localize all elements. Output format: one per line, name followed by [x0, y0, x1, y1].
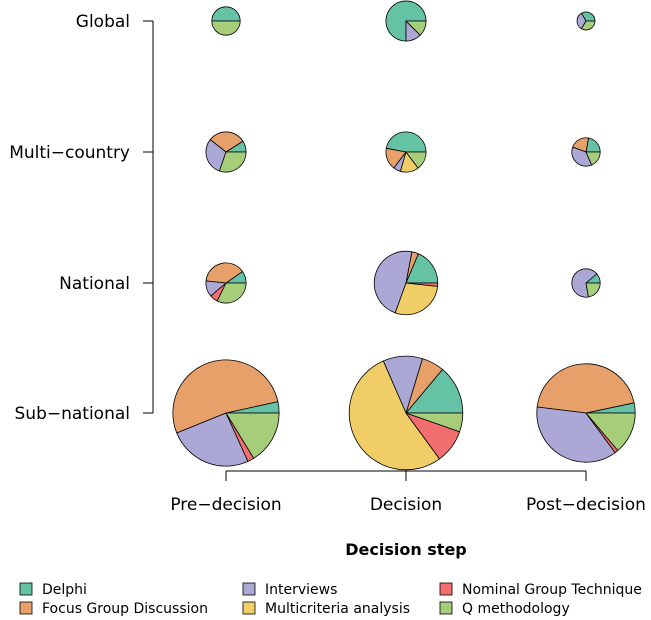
- pie-slice-multicriteria-analysis: [348, 360, 440, 471]
- pie-slice-focus-group-discussion: [536, 363, 635, 414]
- legend-item-nominal-group-technique: Nominal Group Technique: [439, 582, 642, 598]
- pie-slice-nominal-group-technique: [405, 282, 439, 287]
- pie-slice-delphi: [385, 0, 427, 42]
- x-axis-ticks: Pre−decision Decision Post−decision: [170, 471, 646, 515]
- pie-decision-global: [385, 0, 427, 42]
- pie-slice-q-methodology: [219, 151, 247, 173]
- legend-item-focus-group-discussion: Focus Group Discussion: [19, 601, 208, 617]
- legend-swatch-interviews: [242, 582, 256, 596]
- pie-decision-sub-national: [348, 355, 464, 471]
- pie-slice-focus-group-discussion: [205, 262, 243, 284]
- y-tick-label-multi-country: Multi−country: [9, 143, 130, 163]
- pie-pre-decision-sub-national: [172, 359, 280, 467]
- legend-swatch-focus-group-discussion: [19, 601, 33, 615]
- pie-slice-q-methodology: [585, 412, 636, 451]
- pie-slice-q-methodology: [585, 282, 601, 298]
- pie-slice-interviews: [536, 406, 616, 463]
- pie-post-decision-national: [571, 268, 601, 298]
- pie-slice-q-methodology: [225, 412, 280, 459]
- pie-marks: [172, 0, 636, 471]
- pie-slice-delphi: [211, 6, 241, 22]
- pie-slice-q-methodology: [581, 20, 596, 31]
- legend-label-nominal-group-technique: Nominal Group Technique: [462, 582, 642, 598]
- legend-item-q-methodology: Q methodology: [439, 601, 570, 617]
- pie-slice-q-methodology: [405, 20, 427, 36]
- legend-item-interviews: Interviews: [242, 582, 337, 598]
- pie-decision-multi-country: [385, 131, 427, 173]
- legend-label-focus-group-discussion: Focus Group Discussion: [42, 601, 208, 617]
- pie-slice-q-methodology: [405, 151, 427, 169]
- x-axis-title: Decision step: [345, 540, 467, 559]
- legend-label-multicriteria-analysis: Multicriteria analysis: [265, 601, 410, 617]
- pie-post-decision-global: [576, 11, 596, 31]
- pie-slice-interviews: [571, 268, 598, 298]
- legend-swatch-delphi: [19, 582, 33, 596]
- pie-slice-delphi: [385, 131, 427, 153]
- y-axis-ticks: Sub−national National Multi−country Global: [9, 12, 153, 424]
- legend-label-delphi: Delphi: [42, 582, 87, 598]
- y-tick-label-national: National: [59, 274, 130, 294]
- pie-slice-interviews: [571, 146, 593, 167]
- legend-swatch-nominal-group-technique: [439, 582, 453, 596]
- legend-item-multicriteria-analysis: Multicriteria analysis: [242, 601, 410, 617]
- pie-slice-focus-group-discussion: [172, 359, 279, 434]
- x-tick-label-pre-decision: Pre−decision: [170, 495, 281, 515]
- legend-label-interviews: Interviews: [265, 582, 337, 598]
- legend-swatch-q-methodology: [439, 601, 453, 615]
- y-tick-label-global: Global: [76, 12, 130, 32]
- pie-pre-decision-global: [211, 6, 241, 36]
- legend-item-delphi: Delphi: [19, 582, 87, 598]
- pie-decision-national: [373, 250, 439, 316]
- pie-pre-decision-multi-country: [205, 131, 247, 173]
- pie-slice-q-methodology: [216, 282, 247, 304]
- legend-label-q-methodology: Q methodology: [462, 601, 570, 617]
- pie-pre-decision-national: [205, 262, 247, 304]
- x-tick-label-decision: Decision: [370, 495, 442, 515]
- pie-slice-focus-group-discussion: [209, 131, 244, 153]
- y-tick-label-sub-national: Sub−national: [15, 404, 131, 424]
- pie-slice-interviews: [373, 250, 413, 314]
- legend: Delphi Focus Group Discussion Interviews Mu…: [19, 582, 642, 617]
- pie-slice-interviews: [205, 139, 227, 172]
- pie-slice-q-methodology: [585, 151, 601, 166]
- x-tick-label-post-decision: Post−decision: [526, 495, 646, 515]
- pie-post-decision-multi-country: [571, 137, 601, 167]
- pie-slice-multicriteria-analysis: [394, 282, 438, 316]
- pie-slice-q-methodology: [405, 412, 464, 433]
- pie-slice-q-methodology: [211, 20, 241, 36]
- pie-slice-interviews: [176, 412, 249, 467]
- legend-swatch-multicriteria-analysis: [242, 601, 256, 615]
- pie-post-decision-sub-national: [536, 363, 636, 463]
